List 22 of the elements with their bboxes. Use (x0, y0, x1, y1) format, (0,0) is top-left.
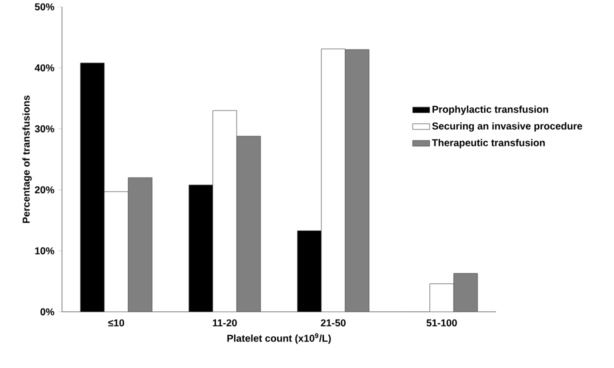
bar (128, 177, 152, 312)
x-axis-title: Platelet count (x10$^{9}$/L) (227, 333, 331, 344)
y-tick-label: 30% (34, 125, 54, 132)
bar (188, 184, 214, 312)
bar (297, 230, 322, 312)
y-tick-label: 40% (34, 64, 54, 72)
bar (236, 136, 261, 312)
y-tick-label: 50% (34, 3, 54, 10)
y-axis-title: Percentage of transfusions (22, 96, 32, 223)
bar (80, 62, 105, 312)
legend-label: Therapeutic transfusion (432, 139, 545, 148)
y-tick-label: 10% (35, 247, 54, 254)
bar (453, 273, 478, 312)
legend-label: Securing an invasive procedure (432, 122, 582, 132)
x-tick-label: 51-100 (426, 319, 457, 326)
y-tick-label: 0% (40, 308, 54, 316)
x-tick-label: 11-20 (212, 319, 237, 326)
legend-label: Prophylactic transfusion (432, 106, 548, 115)
bar (344, 49, 370, 312)
x-tick-label: 21-50 (320, 319, 346, 326)
y-tick-label: 20% (34, 186, 54, 194)
x-tick-label: ≤10 (108, 319, 124, 326)
